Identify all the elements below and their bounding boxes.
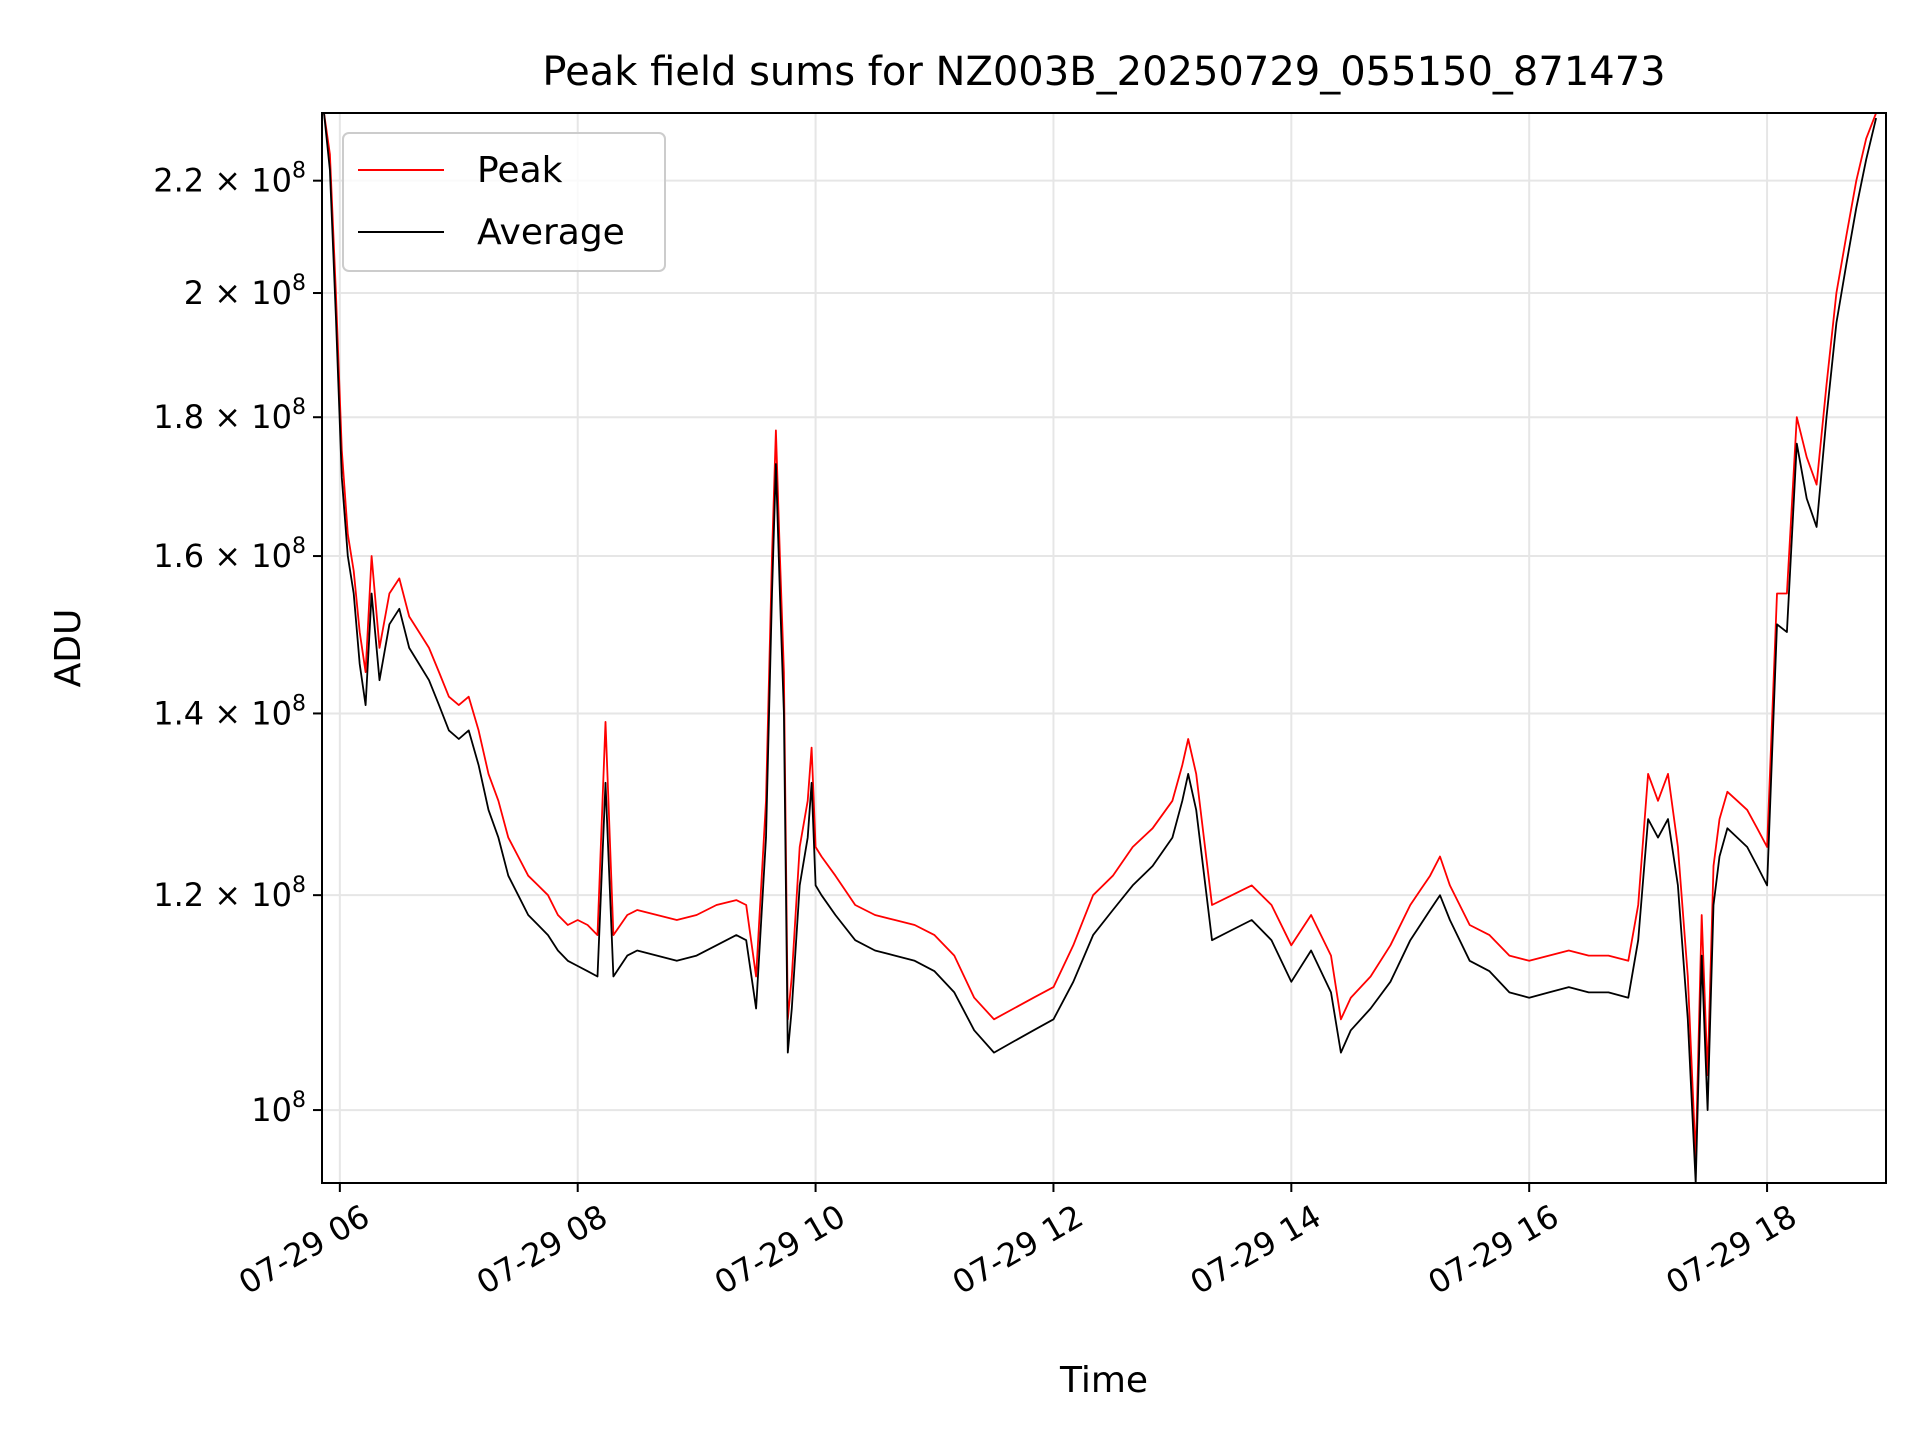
y-tick-exponent: 8	[292, 159, 306, 184]
y-tick-base: 10	[251, 398, 292, 436]
y-tick-mantissa: 2 ×	[184, 274, 252, 312]
y-tick-mantissa: 1.2 ×	[153, 876, 251, 914]
legend: Peak Average	[342, 132, 666, 272]
y-tick-base: 10	[251, 876, 292, 914]
y-tick-label: 1.6 × 108	[153, 534, 306, 575]
y-tick-mantissa: 1.8 ×	[153, 398, 251, 436]
y-tick-label: 2.2 × 108	[153, 159, 306, 200]
y-tick-mantissa: 1.6 ×	[153, 537, 251, 575]
legend-label-peak: Peak	[477, 150, 563, 191]
legend-label-average: Average	[477, 212, 625, 253]
y-tick-base: 10	[251, 537, 292, 575]
y-tick-exponent: 8	[292, 1088, 306, 1113]
y-tick-exponent: 8	[292, 271, 306, 296]
y-axis-label: ADU	[48, 609, 89, 688]
y-tick-label: 1.4 × 108	[153, 691, 306, 732]
y-tick-base: 10	[251, 1091, 292, 1129]
y-tick-base: 10	[251, 274, 292, 312]
grid-lines	[322, 113, 1886, 1183]
chart-title: Peak field sums for NZ003B_20250729_0551…	[542, 49, 1665, 95]
plot-area-frame	[321, 112, 1887, 1184]
y-tick-mantissa: 1.4 ×	[153, 694, 251, 732]
series-line-average	[323, 112, 1877, 1184]
series-lines	[323, 112, 1877, 1184]
y-tick-exponent: 8	[292, 873, 306, 898]
y-tick-label: 1.2 × 108	[153, 873, 306, 914]
y-tick-label: 1.8 × 108	[153, 395, 306, 436]
y-tick-base: 10	[251, 694, 292, 732]
series-line-peak	[323, 112, 1877, 1160]
y-tick-exponent: 8	[292, 395, 306, 420]
legend-box	[342, 132, 666, 272]
x-axis-label: Time	[1059, 1360, 1148, 1401]
y-tick-label: 108	[251, 1088, 306, 1129]
y-tick-exponent: 8	[292, 534, 306, 559]
y-tick-exponent: 8	[292, 691, 306, 716]
y-tick-base: 10	[251, 162, 292, 200]
y-tick-label: 2 × 108	[184, 271, 306, 312]
y-tick-mantissa: 2.2 ×	[153, 162, 251, 200]
